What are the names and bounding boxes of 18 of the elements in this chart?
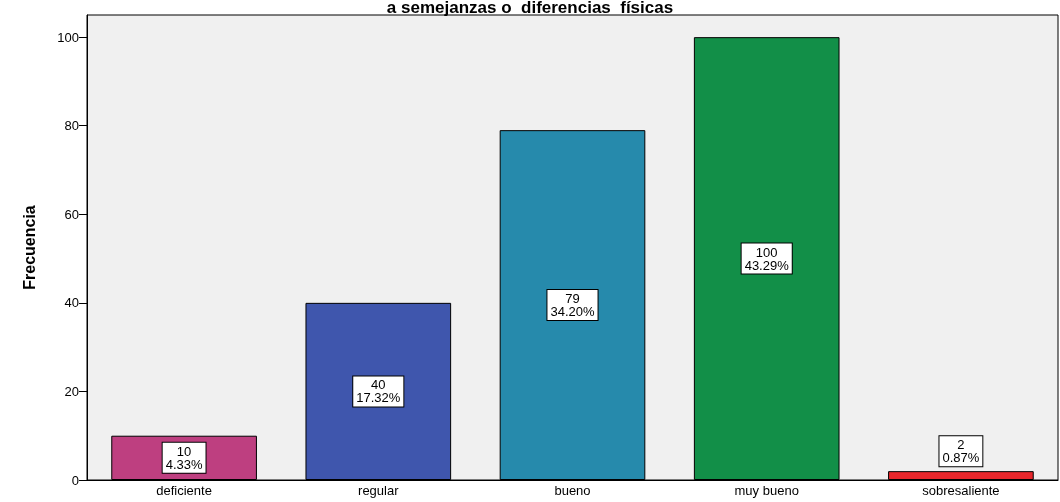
data-label: 10 4.33%	[165, 443, 203, 472]
data-label: 100 43.29%	[744, 244, 790, 273]
y-tick-label: 100	[57, 29, 79, 45]
y-tick-label: 40	[64, 295, 79, 311]
data-label: 40 17.32%	[356, 377, 401, 406]
x-tick-label: deficiente	[156, 483, 212, 498]
data-label: 2 0.87%	[942, 437, 980, 466]
y-tick-label: 80	[64, 118, 79, 134]
y-tick-label: 20	[64, 383, 79, 399]
y-axis-title: Frecuencia	[20, 205, 38, 290]
y-tick-label: 0	[71, 472, 79, 488]
data-label: 79 34.20%	[550, 291, 595, 320]
x-tick-label: sobresaliente	[922, 483, 1000, 498]
chart-title: a semejanzas o diferencias físicas	[386, 0, 674, 17]
x-tick-label: muy bueno	[734, 483, 799, 498]
y-tick-label: 60	[64, 206, 79, 222]
x-tick-label: bueno	[554, 483, 591, 498]
x-tick-label: regular	[358, 483, 400, 498]
